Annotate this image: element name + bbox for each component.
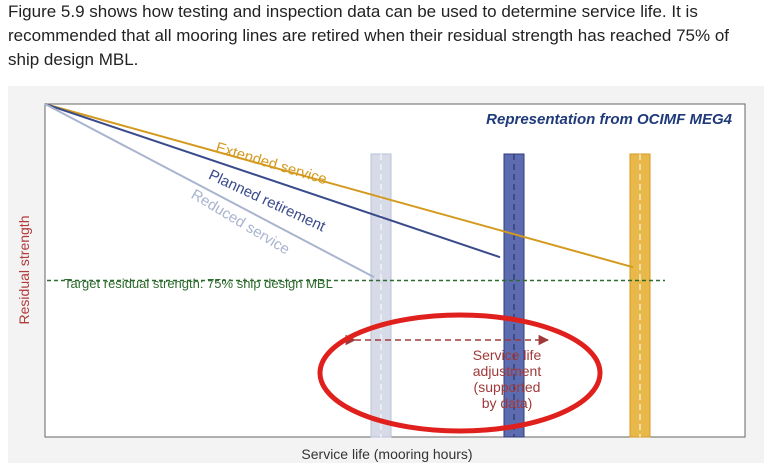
series-lines bbox=[44, 103, 634, 279]
target-line-label: Target residual strength: 75% ship desig… bbox=[64, 276, 333, 291]
annotation-line-1: Service life bbox=[473, 347, 542, 363]
annotation-line-4: by data) bbox=[482, 395, 533, 411]
chart-title: Representation from OCIMF MEG4 bbox=[486, 111, 733, 128]
y-axis-label: Residual strength bbox=[16, 216, 32, 325]
series-line-planned-retirement bbox=[44, 103, 501, 259]
intro-paragraph: Figure 5.9 shows how testing and inspect… bbox=[8, 2, 730, 69]
retirement-bars bbox=[370, 153, 651, 438]
plot-area bbox=[44, 103, 746, 438]
series-line-extended-service bbox=[44, 103, 634, 269]
series-line-reduced-service bbox=[44, 103, 375, 279]
highlight-ellipse bbox=[317, 312, 603, 434]
annotation-text: Service life adjustment (supported by da… bbox=[473, 347, 542, 411]
annotation-line-3: (supported bbox=[474, 379, 541, 395]
x-axis-label: Service life (mooring hours) bbox=[301, 446, 472, 462]
annotation-line-2: adjustment bbox=[473, 363, 542, 379]
